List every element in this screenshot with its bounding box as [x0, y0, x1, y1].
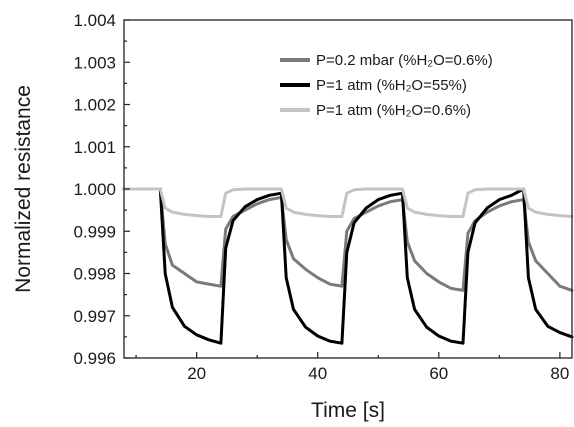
series-line-2	[122, 187, 574, 345]
y-tick-label: 0.997	[73, 307, 116, 326]
y-tick-label: 0.998	[73, 265, 116, 284]
x-tick-label: 80	[550, 364, 569, 383]
series-line-1	[122, 187, 574, 292]
series-line-3	[122, 187, 574, 218]
y-axis-title: Normalized resistance	[12, 85, 35, 293]
y-tick-label: 1.000	[73, 180, 116, 199]
axes-layer: 0.996 0.997 0.998 0.999 1.000 1.001 1.002 1.003…	[73, 11, 573, 383]
y-tick-label: 1.002	[73, 96, 116, 115]
x-axis-title: Time [s]	[311, 399, 385, 422]
x-tick-label: 20	[187, 364, 206, 383]
legend-label-3: P=1 atm (%H₂O=0.6%)	[316, 102, 471, 119]
legend-label-2: P=1 atm (%H₂O=55%)	[316, 77, 467, 94]
series-layer	[122, 187, 574, 345]
x-tick-label: 40	[308, 364, 327, 383]
y-tick-label: 0.999	[73, 222, 116, 241]
y-tick-label: 1.001	[73, 138, 116, 157]
x-tick-label: 60	[429, 364, 448, 383]
y-tick-label: 0.996	[73, 349, 116, 368]
y-tick-label: 1.003	[73, 53, 116, 72]
legend-label-1: P=0.2 mbar (%H₂O=0.6%)	[316, 52, 493, 69]
legend: P=0.2 mbar (%H₂O=0.6%) P=1 atm (%H₂O=55%)…	[280, 52, 493, 119]
y-tick-label: 1.004	[73, 11, 116, 30]
